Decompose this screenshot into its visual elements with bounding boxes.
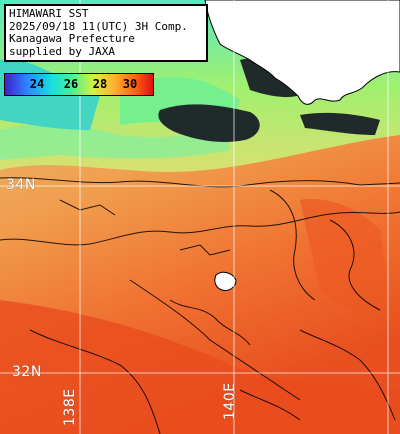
caption-datetime: 2025/09/18 11(UTC) 3H Comp. xyxy=(9,19,188,33)
colorbar-tick-30: 30 xyxy=(122,77,138,91)
map-caption: HIMAWARI SST 2025/09/18 11(UTC) 3H Comp.… xyxy=(4,4,208,62)
lon-label-140e: 140E xyxy=(222,382,238,420)
colorbar-gradient xyxy=(5,74,153,95)
colorbar-tick-24: 24 xyxy=(29,77,45,91)
sst-colorbar: 24 26 28 30 xyxy=(4,73,154,96)
caption-source: supplied by JAXA xyxy=(9,44,115,58)
lat-label-34n: 34N xyxy=(6,177,36,193)
land-mainland xyxy=(204,0,400,105)
colorbar-tick-28: 28 xyxy=(92,77,108,91)
lat-label-32n: 32N xyxy=(12,364,42,380)
colorbar-tick-26: 26 xyxy=(63,77,79,91)
caption-region: Kanagawa Prefecture xyxy=(9,32,135,45)
lon-label-138e: 138E xyxy=(62,388,78,426)
land-island xyxy=(214,271,237,291)
sst-contours xyxy=(0,177,400,434)
caption-title: HIMAWARI SST xyxy=(9,7,89,20)
warm-band xyxy=(0,300,400,434)
